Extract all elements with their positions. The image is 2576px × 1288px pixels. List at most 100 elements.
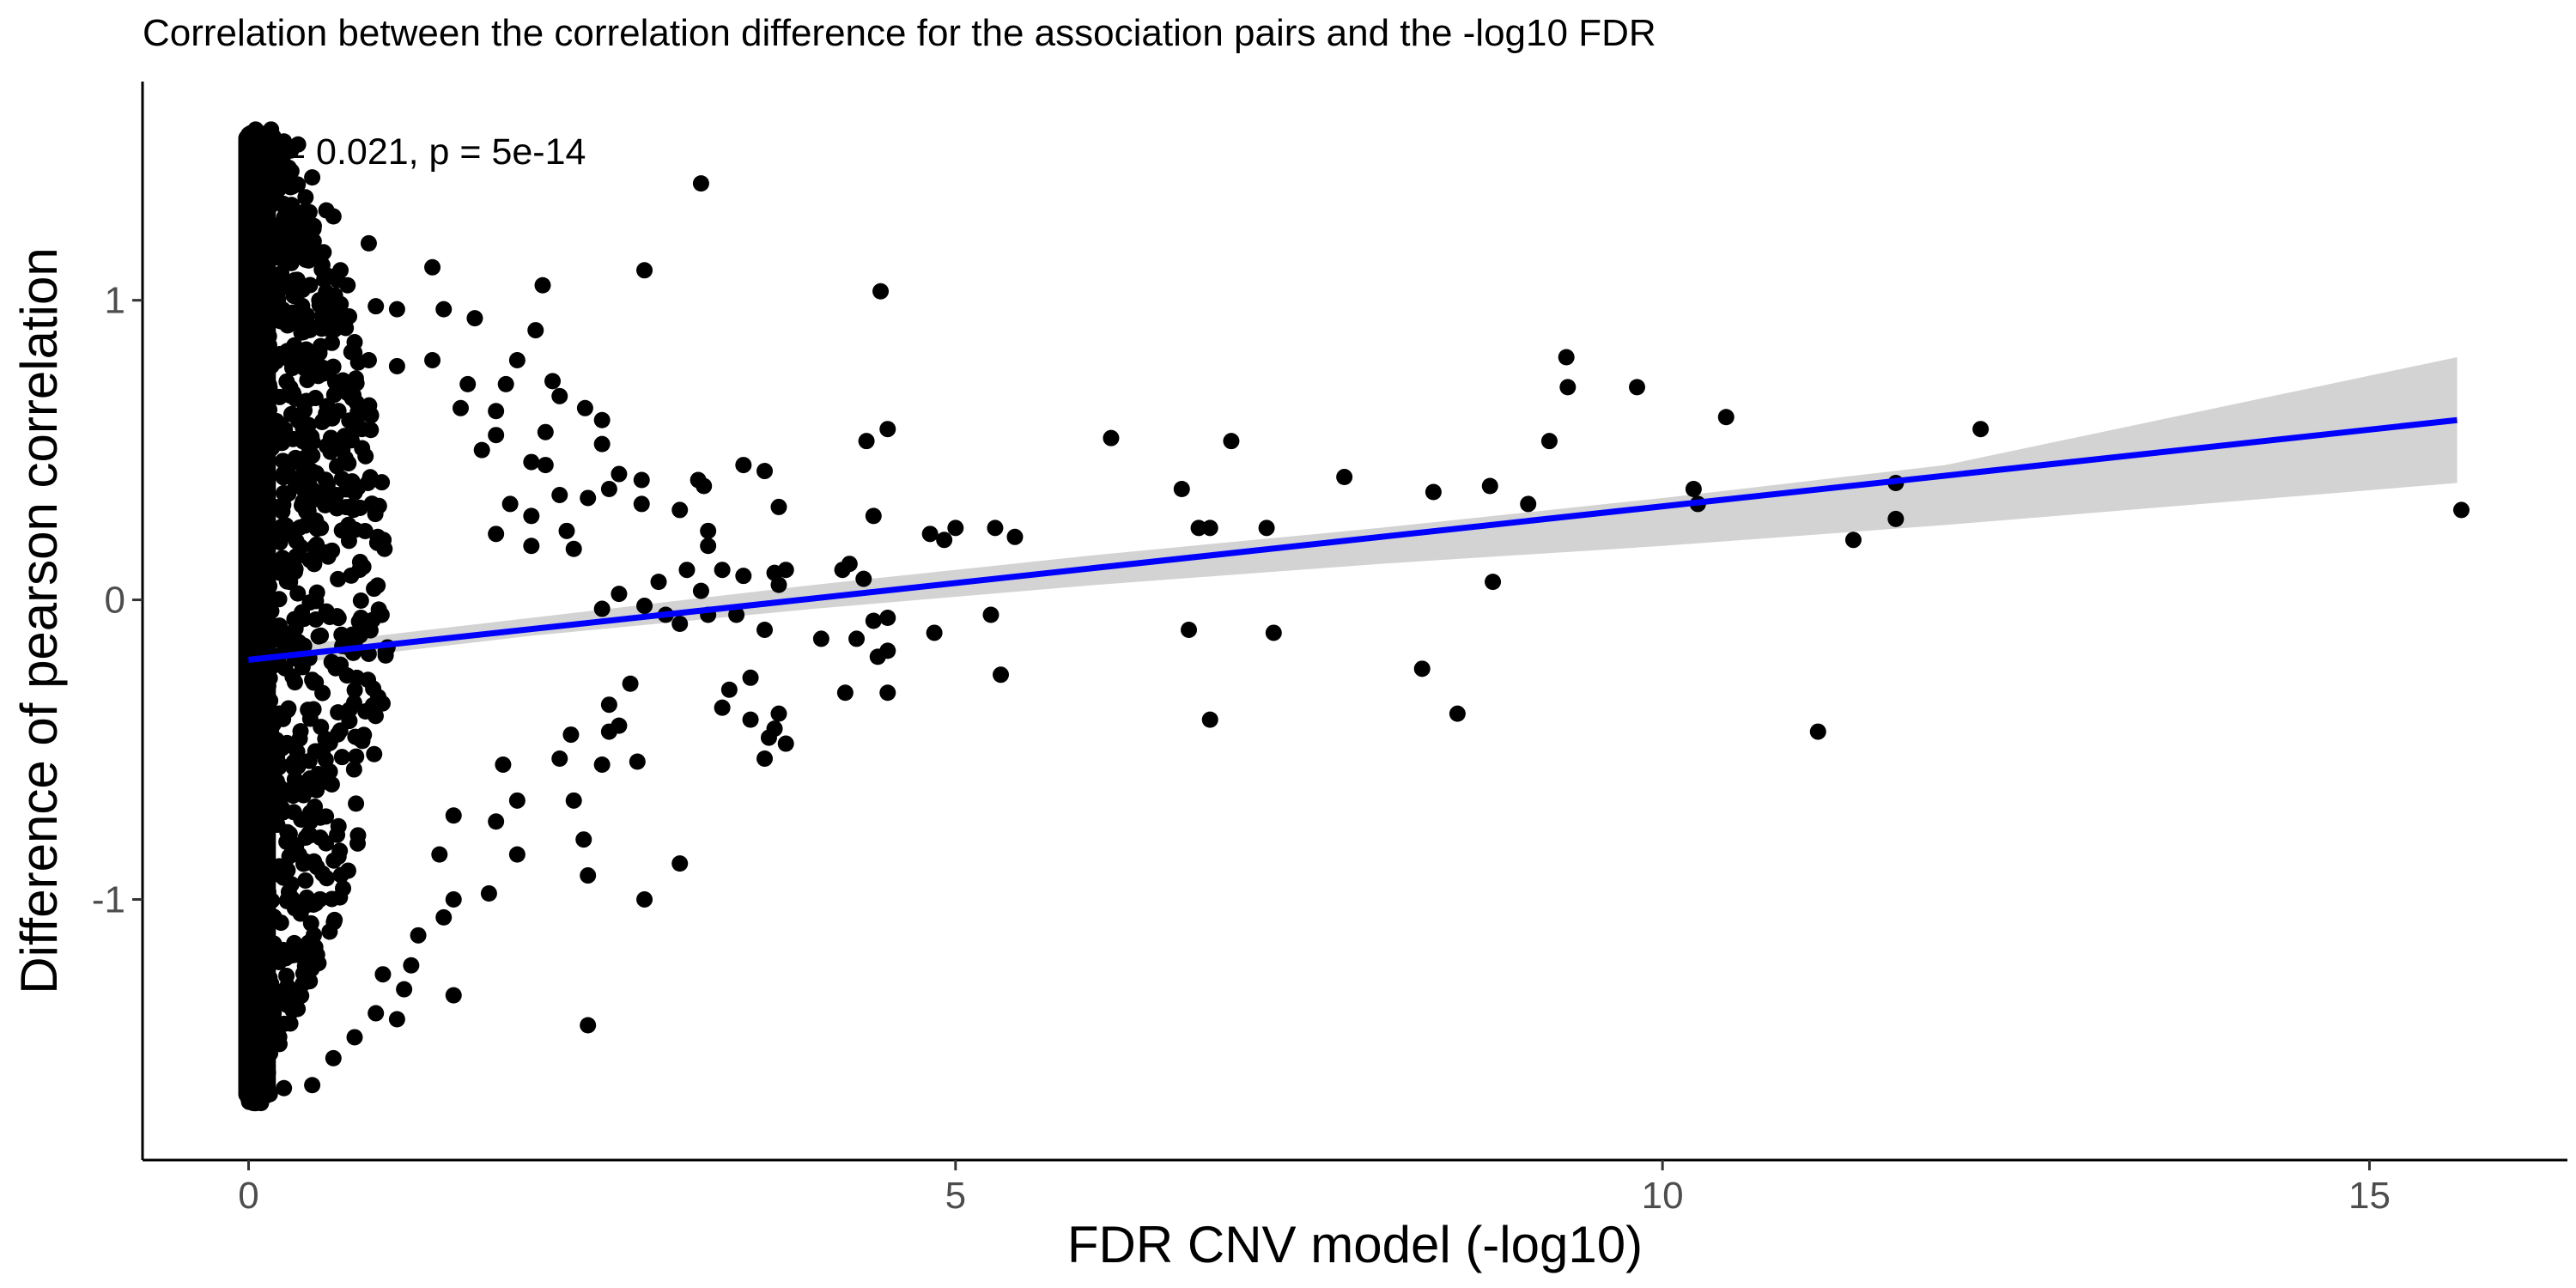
cluster-point xyxy=(313,719,330,736)
data-point xyxy=(488,403,505,420)
cluster-point xyxy=(248,775,265,792)
cluster-point xyxy=(322,404,339,421)
cluster-point xyxy=(349,420,367,437)
cluster-point xyxy=(295,461,313,478)
data-point xyxy=(1103,429,1120,447)
cluster-point xyxy=(256,421,273,438)
data-point xyxy=(1685,480,1702,497)
cluster-point xyxy=(302,914,319,932)
data-point xyxy=(879,642,896,659)
data-point xyxy=(1629,379,1646,396)
data-point xyxy=(720,681,738,698)
data-point xyxy=(508,351,526,368)
data-point xyxy=(551,750,568,767)
y-tick-label: 0 xyxy=(105,580,125,622)
data-point xyxy=(435,301,453,318)
data-point xyxy=(593,756,611,773)
cluster-point xyxy=(338,667,355,684)
cluster-point xyxy=(303,939,320,957)
cluster-point xyxy=(257,248,274,265)
cluster-point xyxy=(369,499,386,516)
cluster-point xyxy=(287,620,304,637)
data-point xyxy=(947,519,964,537)
data-point xyxy=(770,705,787,722)
cluster-point xyxy=(331,842,349,860)
cluster-point xyxy=(258,1049,276,1066)
cluster-point xyxy=(323,890,340,908)
cluster-point xyxy=(246,684,263,702)
data-point xyxy=(445,890,462,908)
data-point xyxy=(1201,519,1218,537)
cluster-point xyxy=(282,197,299,214)
data-point xyxy=(1844,532,1862,549)
data-point xyxy=(473,441,490,459)
data-point xyxy=(424,351,441,368)
data-point xyxy=(501,495,519,513)
data-point xyxy=(879,421,896,438)
cluster-point xyxy=(279,222,296,240)
cluster-point xyxy=(370,601,387,618)
data-point xyxy=(523,453,540,471)
data-point xyxy=(865,507,882,525)
cluster-point xyxy=(300,448,317,465)
cluster-point xyxy=(295,493,312,510)
cluster-point xyxy=(289,585,307,602)
data-point xyxy=(600,480,617,497)
cluster-point xyxy=(280,884,297,901)
cluster-point xyxy=(276,210,294,227)
cluster-point xyxy=(244,949,261,966)
cluster-point xyxy=(252,459,269,476)
data-point xyxy=(855,570,872,587)
cluster-point xyxy=(284,430,301,447)
cluster-point xyxy=(315,244,332,261)
data-point xyxy=(1558,349,1575,366)
cluster-point xyxy=(250,722,267,739)
cluster-point xyxy=(292,723,309,740)
confidence-band xyxy=(248,357,2458,669)
cluster-point xyxy=(270,591,288,608)
data-point xyxy=(600,696,617,714)
data-point xyxy=(388,357,405,374)
cluster-point xyxy=(297,189,314,206)
cluster-point xyxy=(274,550,291,567)
cluster-point xyxy=(333,626,350,643)
cluster-point xyxy=(270,249,287,266)
cluster-point xyxy=(368,534,386,551)
data-point xyxy=(1265,624,1282,641)
cluster-point xyxy=(242,348,259,365)
cluster-point xyxy=(299,243,316,260)
x-tick-label: 0 xyxy=(238,1175,258,1217)
data-point xyxy=(580,489,597,507)
data-point xyxy=(671,855,689,872)
cluster-point xyxy=(256,507,273,524)
cluster-point xyxy=(323,334,340,351)
data-point xyxy=(650,574,667,591)
cluster-point xyxy=(301,204,318,221)
cluster-point xyxy=(286,777,303,794)
data-point xyxy=(936,532,953,549)
cluster-point xyxy=(286,237,303,254)
cluster-point xyxy=(241,970,258,987)
data-point xyxy=(692,175,709,192)
data-point xyxy=(508,846,526,863)
cluster-point xyxy=(261,577,278,594)
cluster-point xyxy=(301,813,319,830)
cluster-point xyxy=(318,808,335,825)
cluster-point xyxy=(259,383,276,400)
data-point xyxy=(848,630,866,647)
data-point xyxy=(728,606,745,623)
data-point xyxy=(879,684,896,702)
data-point xyxy=(562,726,580,744)
cluster-point xyxy=(308,584,325,601)
x-tick-label: 5 xyxy=(945,1175,966,1217)
data-point xyxy=(495,756,512,773)
cluster-point xyxy=(341,702,358,719)
cluster-point xyxy=(244,558,261,575)
cluster-point xyxy=(316,271,333,289)
data-point xyxy=(523,538,540,555)
cluster-point xyxy=(314,684,331,702)
cluster-point xyxy=(326,292,343,309)
cluster-point xyxy=(246,204,263,222)
data-point xyxy=(523,507,540,525)
cluster-point xyxy=(261,1011,278,1028)
